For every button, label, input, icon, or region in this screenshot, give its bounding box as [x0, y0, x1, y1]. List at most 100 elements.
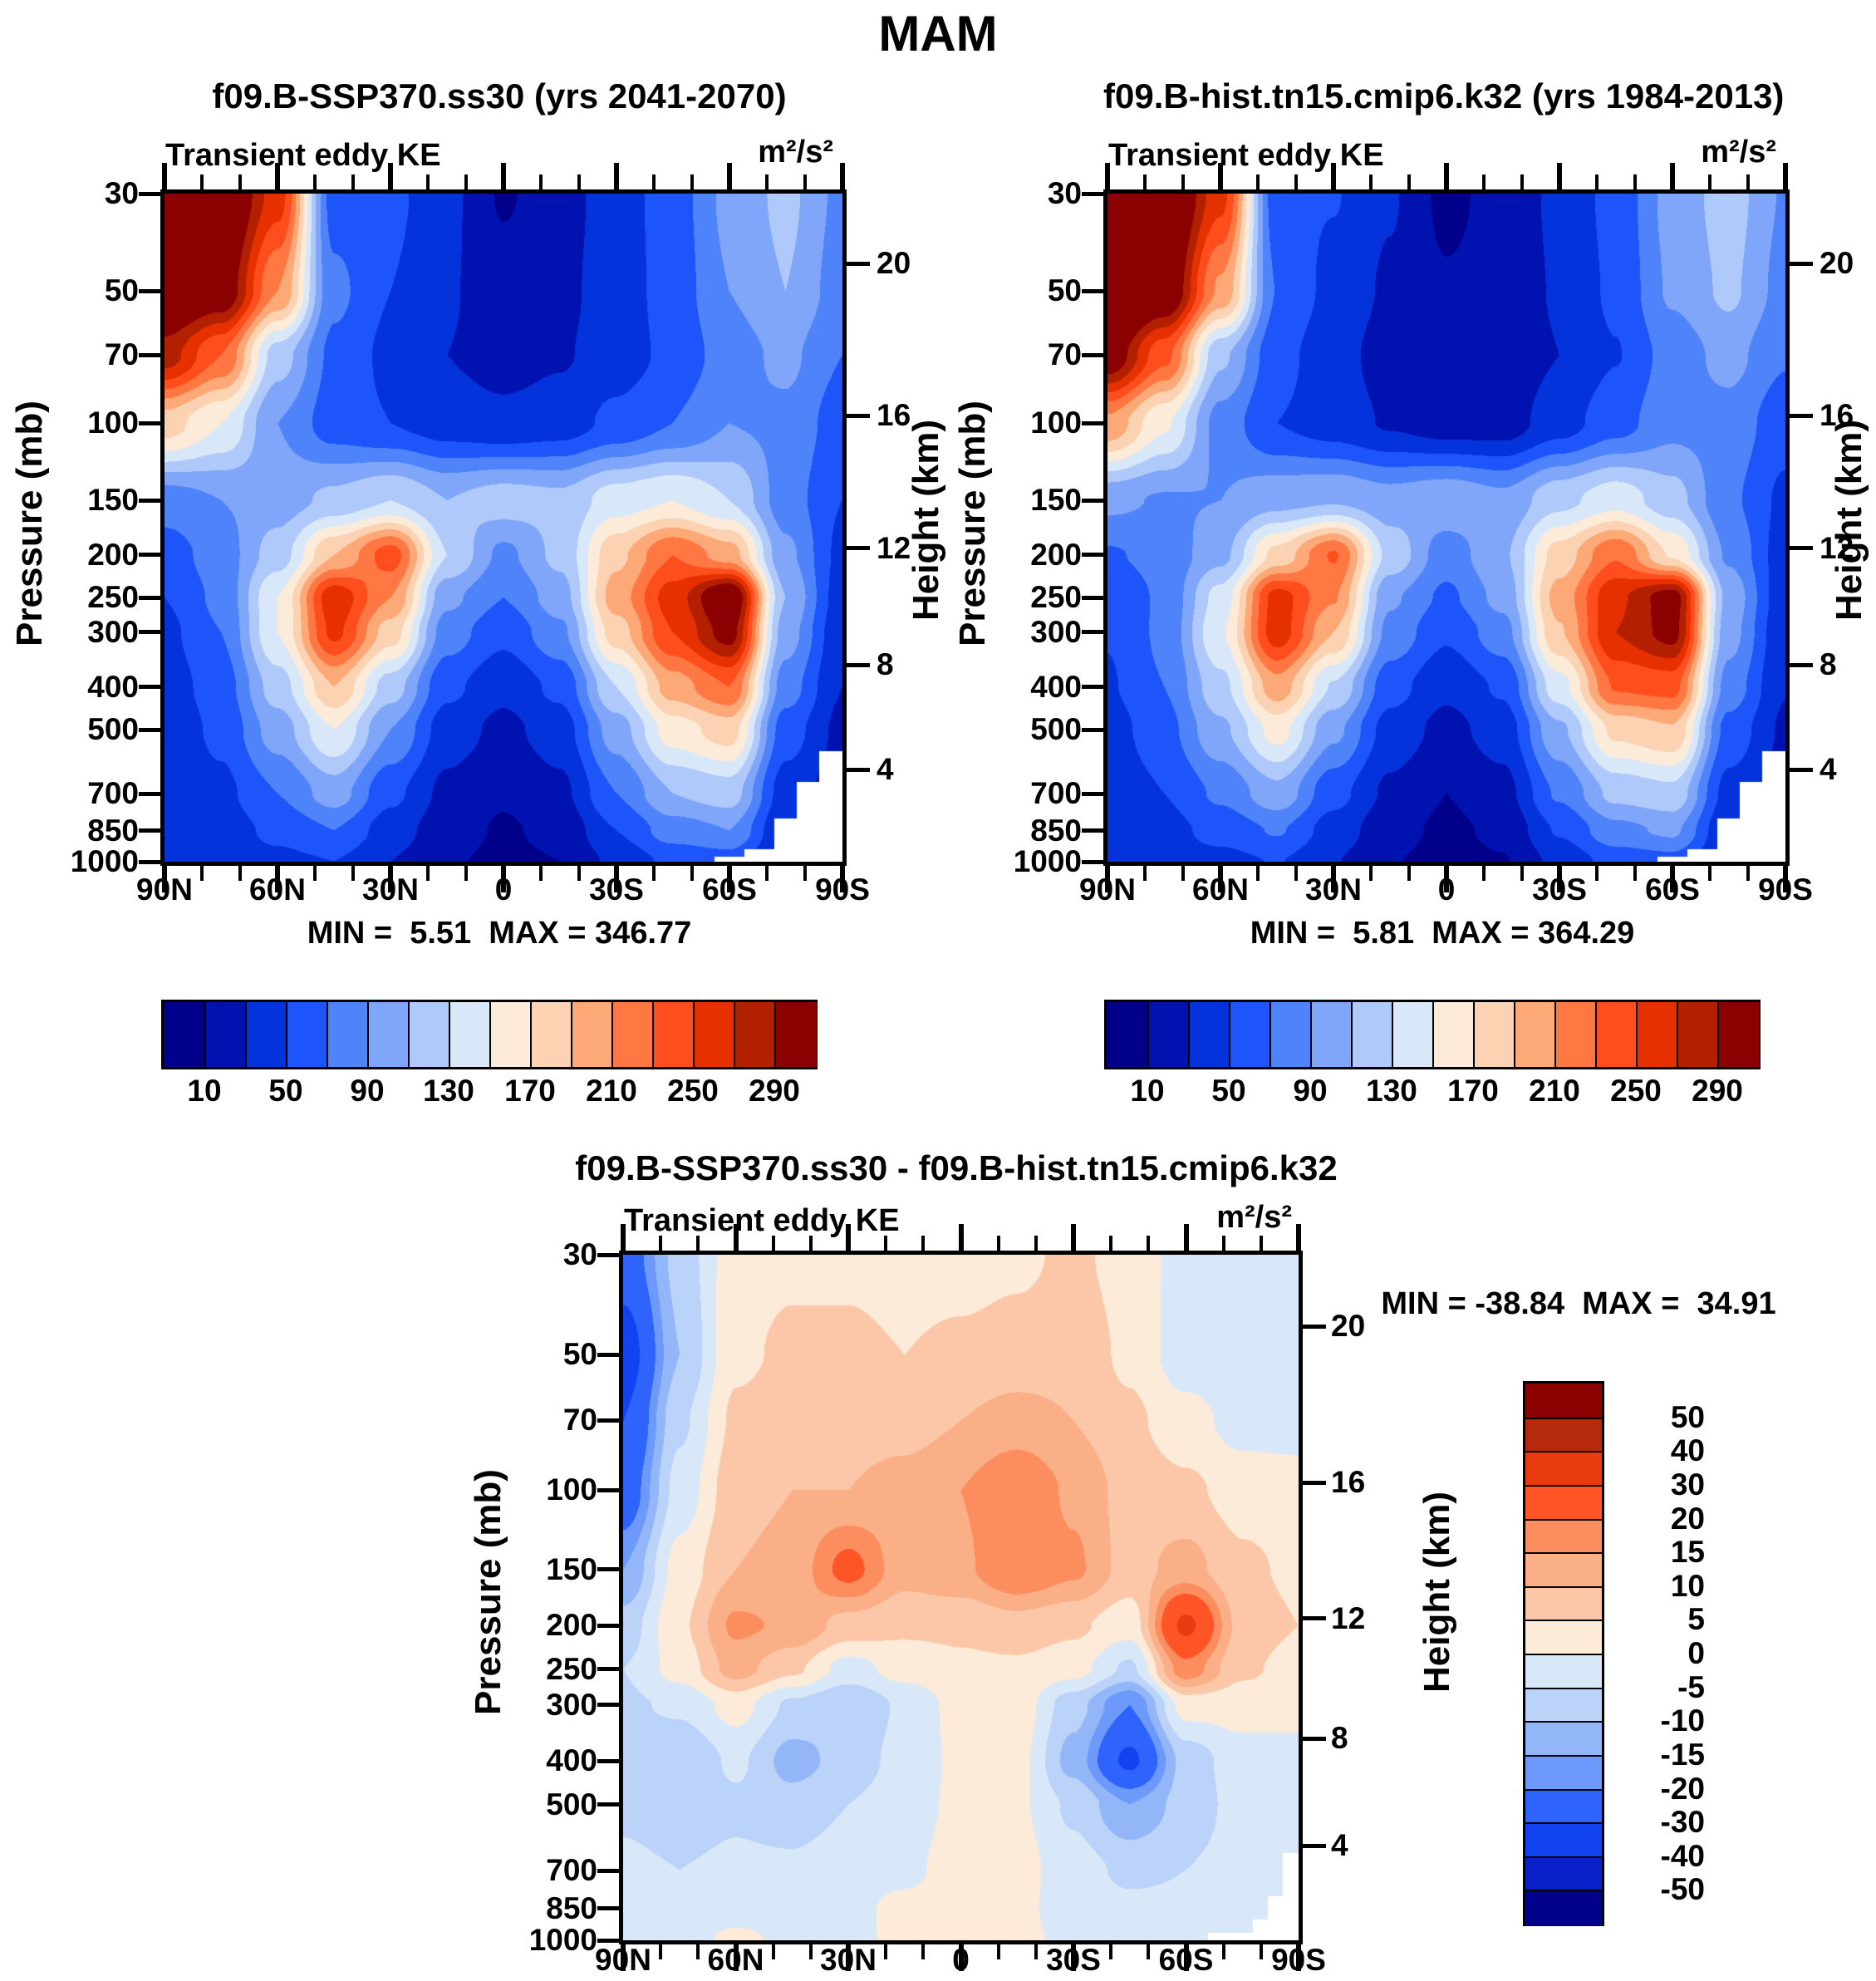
pressure-tick [139, 595, 160, 600]
lat-tick [1331, 866, 1336, 892]
height-tick [1303, 1616, 1326, 1621]
height-tick [847, 261, 870, 266]
lat-tick [996, 1236, 1000, 1251]
lat-tick [1218, 163, 1223, 189]
lat-tick [840, 866, 845, 892]
pressure-tick [139, 352, 160, 357]
colorbar-label: 10 [187, 1074, 222, 1108]
colorbar-segment [449, 1002, 491, 1067]
pressure-tick [139, 685, 160, 690]
lat-tick [1071, 1944, 1076, 1971]
pressure-tick [597, 1623, 619, 1628]
colorbar-segment [652, 1002, 695, 1067]
lat-tick-label: 90S [1758, 873, 1813, 907]
lat-tick-label: 90S [815, 873, 870, 907]
height-tick-label: 12 [1331, 1600, 1366, 1635]
pressure-tick [597, 1667, 619, 1672]
height-tick [847, 767, 870, 772]
height-tick-label: 16 [1820, 398, 1854, 433]
pressure-tick-label: 250 [546, 1651, 597, 1686]
lat-tick [1331, 163, 1336, 189]
colorbar-label: 250 [1610, 1074, 1662, 1108]
lat-tick [464, 866, 468, 881]
lat-tick-label: 30S [589, 873, 644, 907]
lat-tick [1633, 175, 1637, 189]
lat-tick [1520, 866, 1524, 881]
height-tick [847, 413, 870, 418]
colorbar-label: -50 [1660, 1872, 1705, 1907]
height-tick-label: 20 [1331, 1309, 1366, 1344]
pressure-tick [1082, 352, 1103, 357]
colorbar-label: 5 [1687, 1602, 1705, 1637]
lat-tick [275, 866, 280, 892]
pressure-tick [1082, 727, 1103, 732]
lat-tick [846, 1224, 851, 1251]
height-tick-label: 16 [877, 398, 911, 433]
colorbar-segment [1525, 1417, 1602, 1453]
pressure-tick [139, 420, 160, 425]
pressure-tick [1082, 595, 1103, 600]
lat-tick [614, 163, 619, 189]
colorbar-label: 10 [1130, 1074, 1165, 1108]
lat-tick [426, 866, 430, 881]
lat-tick [501, 866, 506, 892]
height-tick [1303, 1480, 1326, 1485]
lat-tick [1670, 163, 1675, 189]
pressure-tick-label: 30 [104, 176, 139, 210]
colorbar-segment [1525, 1620, 1602, 1655]
pressure-tick-label: 300 [87, 614, 139, 649]
lat-tick-label: 60S [1645, 873, 1700, 907]
lat-tick [1259, 1944, 1263, 1959]
lat-tick [501, 163, 506, 189]
lat-tick-label: 0 [1437, 873, 1456, 907]
lat-tick [1221, 1236, 1225, 1251]
lat-tick [1181, 866, 1185, 881]
colorbar-segment [530, 1002, 572, 1067]
lat-tick [1221, 1944, 1225, 1959]
colorbar-segment [1717, 1002, 1760, 1067]
field-label: Transient eddy KE [165, 138, 441, 173]
field-label: Transient eddy KE [624, 1203, 900, 1238]
colorbar-segment [489, 1002, 532, 1067]
lat-tick [1256, 866, 1260, 881]
height-tick [1303, 1736, 1326, 1741]
lat-tick [313, 866, 317, 881]
colorbar-label: 0 [1687, 1636, 1705, 1670]
pressure-tick-label: 300 [1030, 614, 1082, 649]
lat-tick [727, 163, 732, 189]
colorbar-segment [1351, 1002, 1393, 1067]
colorbar-label: -40 [1660, 1838, 1705, 1873]
panel-title: f09.B-SSP370.ss30 (yrs 2041-2070) [212, 76, 787, 116]
lat-tick [840, 163, 845, 189]
height-tick-label: 8 [877, 647, 894, 682]
height-tick-label: 4 [1820, 752, 1837, 787]
contour-canvas-diff [623, 1255, 1299, 1940]
pressure-tick [1082, 553, 1103, 558]
lat-tick [1294, 866, 1298, 881]
lat-tick [1183, 1224, 1189, 1251]
height-tick-label: 12 [877, 530, 911, 565]
colorbar-segment [1147, 1002, 1190, 1067]
pressure-tick [139, 288, 160, 293]
pressure-tick-label: 850 [546, 1890, 597, 1925]
panel-title: f09.B-hist.tn15.cmip6.k32 (yrs 1984-2013… [1103, 76, 1785, 116]
lat-tick [1296, 1224, 1301, 1251]
lat-tick [621, 1224, 626, 1251]
panel-title: f09.B-SSP370.ss30 - f09.B-hist.tn15.cmip… [575, 1148, 1338, 1187]
colorbar-segment [1525, 1585, 1602, 1622]
colorbar-segment [245, 1002, 287, 1067]
lat-tick [200, 866, 204, 881]
lat-tick [238, 866, 242, 881]
lat-tick-label: 60S [1158, 1943, 1214, 1977]
lat-tick [771, 1944, 775, 1959]
lat-tick [313, 175, 317, 189]
field-label: Transient eddy KE [1108, 138, 1384, 173]
colorbar-label: 40 [1670, 1433, 1705, 1468]
colorbar-label: -30 [1660, 1805, 1705, 1840]
colorbar-label: 50 [1670, 1399, 1705, 1434]
pressure-tick-label: 100 [87, 406, 139, 440]
lat-tick [162, 866, 167, 892]
pressure-tick [1082, 828, 1103, 833]
units-label: m²/s² [1216, 1200, 1292, 1235]
pressure-tick-label: 400 [1030, 669, 1082, 704]
